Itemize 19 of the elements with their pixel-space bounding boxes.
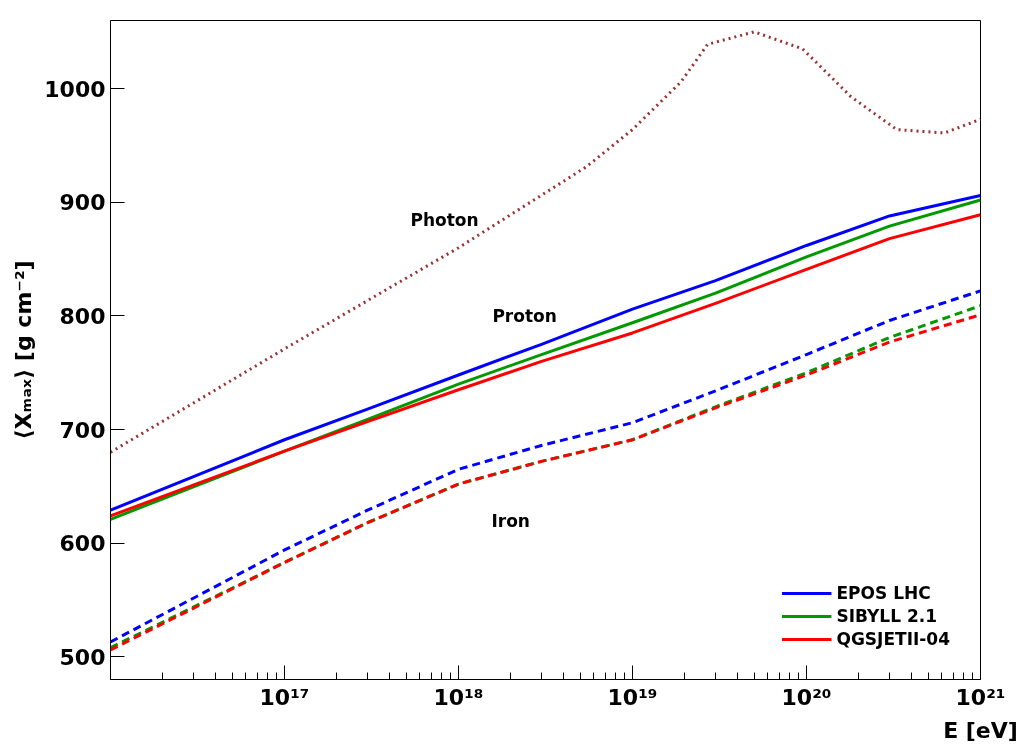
x-tick-label: 10²⁰: [781, 684, 832, 710]
x-tick-label: 10¹⁹: [607, 684, 658, 710]
annotation: Iron: [491, 511, 530, 532]
x-tick-label: 10¹⁷: [259, 684, 310, 710]
x-tick-label: 10¹⁸: [433, 684, 484, 710]
y-tick-label: 700: [59, 417, 106, 443]
y-axis-title: ⟨Xₘₐₓ⟩ [g cm⁻²]: [11, 260, 37, 440]
legend-label: SIBYLL 2.1: [836, 606, 938, 626]
x-axis-title: E [eV]: [943, 717, 1018, 743]
y-tick-label: 500: [59, 644, 106, 670]
y-tick-label: 900: [59, 190, 106, 216]
annotation: Photon: [410, 210, 479, 231]
annotation: Proton: [492, 305, 557, 326]
y-tick-label: 600: [59, 531, 106, 557]
y-tick-label: 1000: [44, 76, 106, 102]
y-tick-label: 800: [59, 303, 106, 329]
legend-label: QGSJETII-04: [836, 629, 950, 649]
x-tick-label: 10²¹: [955, 684, 1006, 710]
legend-label: EPOS LHC: [836, 583, 931, 603]
